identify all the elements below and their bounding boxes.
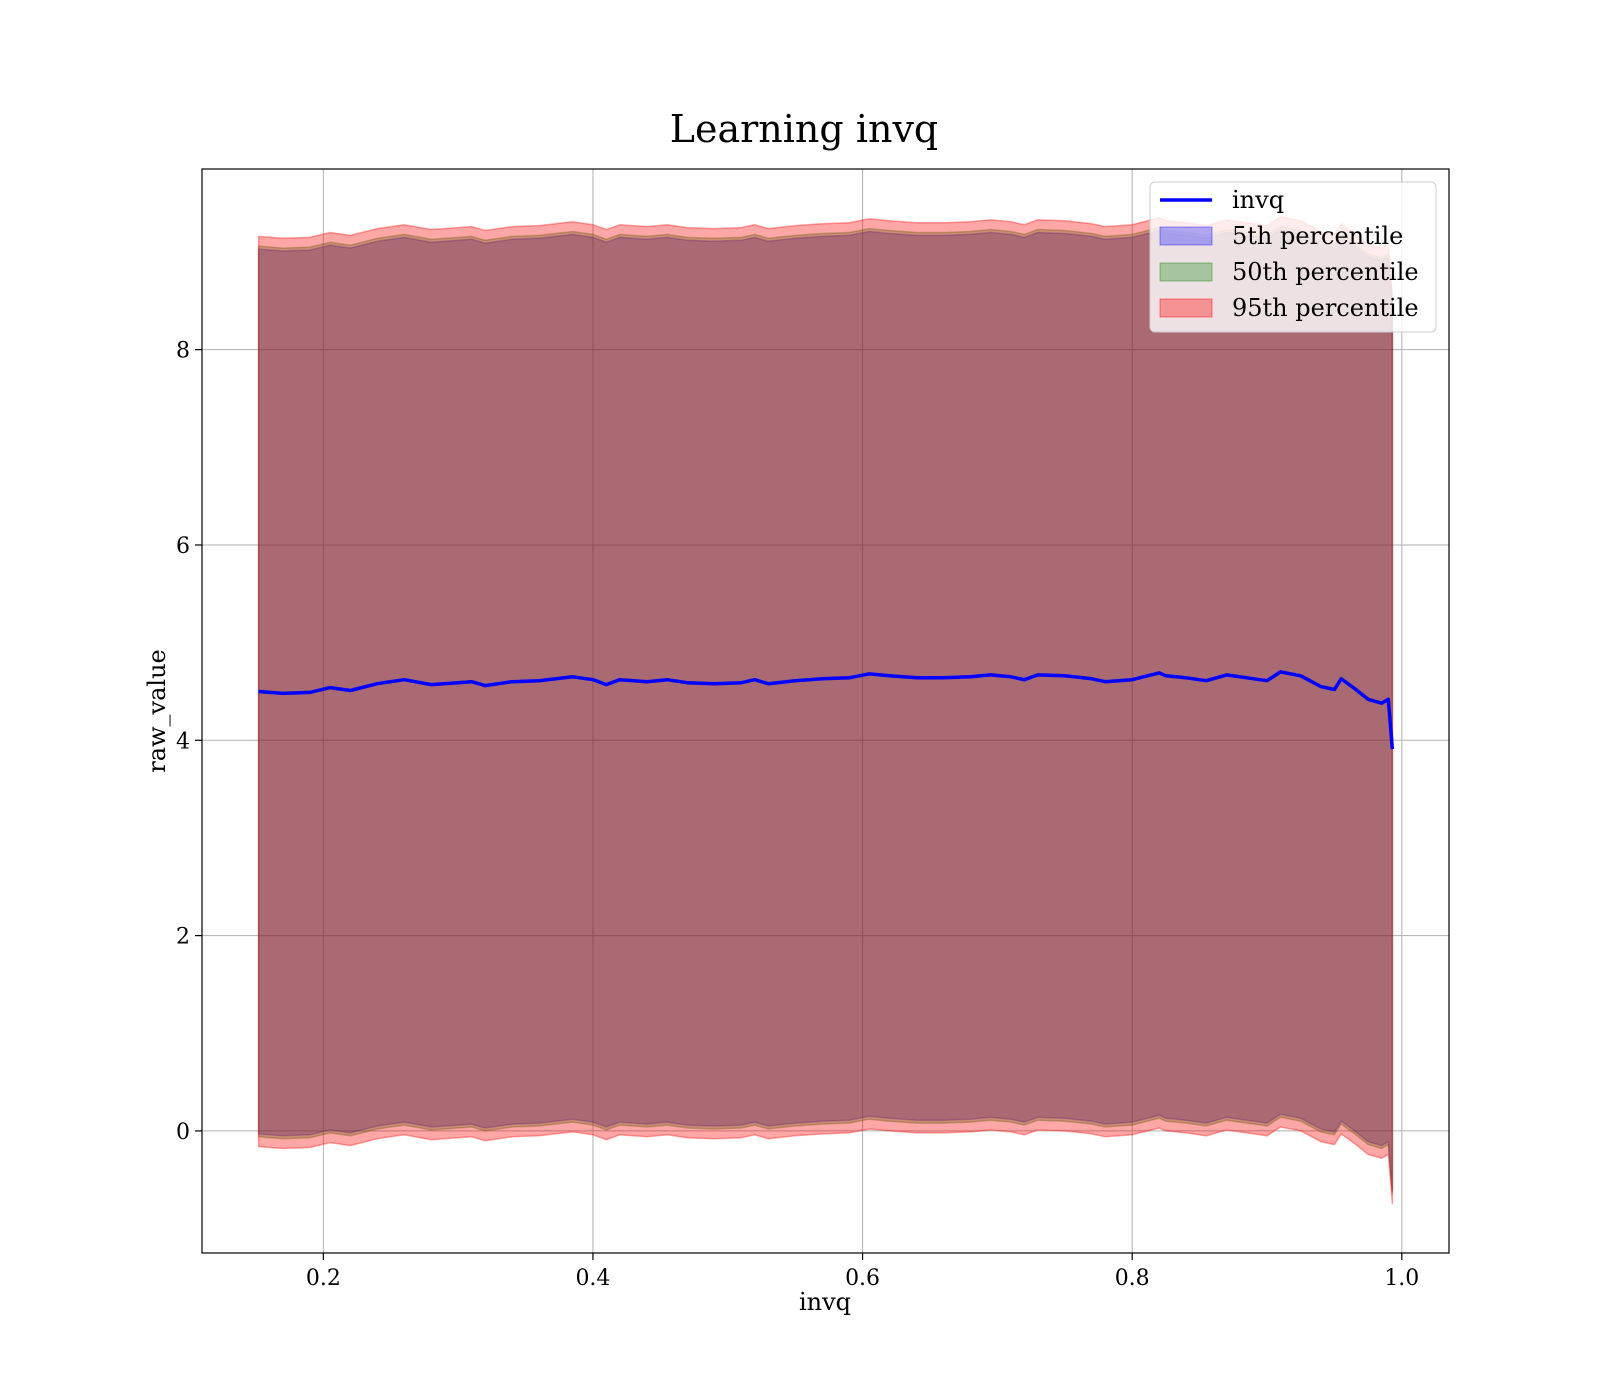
y-axis-label: raw_value	[143, 649, 171, 773]
percentile-bands	[257, 216, 1394, 1205]
legend: invq 5th percentile 50th percentile 95th pe…	[1149, 181, 1437, 333]
axis-ticks: 0.2 0.4 0.6 0.8 1.0 0 2 4 6 8	[176, 339, 1419, 1291]
x-tick-label: 0.8	[1115, 1266, 1150, 1291]
band-5th-percentile	[257, 228, 1394, 1192]
legend-label: invq	[1232, 186, 1284, 214]
x-tick-label: 0.4	[575, 1266, 610, 1291]
plot-frame	[201, 168, 1450, 1254]
band-50th-percentile	[257, 225, 1394, 1195]
x-tick-label: 1.0	[1384, 1266, 1419, 1291]
legend-swatch-band	[1159, 226, 1213, 246]
y-tick-label: 6	[176, 534, 190, 559]
y-tick-label: 0	[176, 1120, 190, 1145]
x-tick-label: 0.2	[306, 1266, 341, 1291]
band-95th-percentile	[257, 216, 1394, 1205]
grid	[202, 169, 1449, 1253]
y-tick-label: 2	[176, 925, 190, 950]
y-tick-label: 4	[176, 729, 190, 754]
chart-title: Learning invq	[670, 107, 938, 151]
series-lines	[258, 670, 1395, 750]
legend-box	[1149, 181, 1437, 333]
y-tick-label: 8	[176, 339, 190, 364]
legend-swatch-band	[1159, 298, 1213, 318]
x-axis-label: invq	[799, 1288, 851, 1316]
legend-label: 5th percentile	[1232, 222, 1403, 250]
x-tick-label: 0.6	[845, 1266, 880, 1291]
legend-swatch-band	[1159, 262, 1213, 282]
legend-label: 95th percentile	[1232, 294, 1419, 322]
legend-label: 50th percentile	[1232, 258, 1419, 286]
series-line-invq	[258, 670, 1395, 750]
